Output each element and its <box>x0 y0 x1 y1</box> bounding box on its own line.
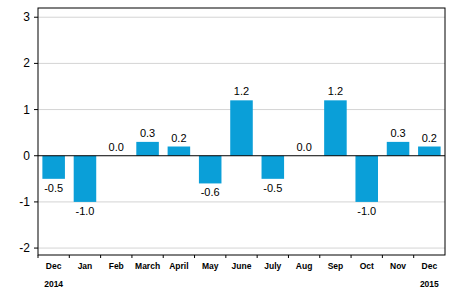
data-label: -0.6 <box>201 186 220 198</box>
zero-line <box>38 155 445 156</box>
data-label: 0.3 <box>390 127 405 139</box>
x-tick <box>288 255 289 258</box>
y-tick <box>34 155 38 156</box>
year-label: 2014 <box>44 279 63 289</box>
x-tick <box>257 255 258 258</box>
x-tick <box>69 255 70 258</box>
x-tick-label: April <box>169 261 188 271</box>
x-tick-label: Aug <box>296 261 313 271</box>
x-tick <box>163 255 164 258</box>
x-tick-label: Nov <box>390 261 406 271</box>
y-tick-label: 1 <box>23 103 30 117</box>
data-label: -0.5 <box>44 182 63 194</box>
bar <box>74 156 97 202</box>
x-tick-label: June <box>232 261 252 271</box>
chart-svg: -2 -1 0 1 2 3 -0.5 -1.0 0.0 0.3 0.2 -0.6 1.2 -0.5 0.0 1… <box>0 0 454 302</box>
grid-line <box>38 17 445 18</box>
chart-root: -2 -1 0 1 2 3 -0.5 -1.0 0.0 0.3 0.2 -0.6 1.2 -0.5 0.0 1… <box>0 0 454 302</box>
y-tick <box>34 248 38 249</box>
y-tick <box>34 201 38 202</box>
x-tick <box>413 255 414 258</box>
bar <box>355 156 378 202</box>
x-tick-label: March <box>135 261 160 271</box>
y-tick <box>34 109 38 110</box>
x-tick <box>351 255 352 258</box>
x-tick <box>38 255 39 258</box>
bar <box>168 147 191 156</box>
bar <box>324 100 347 155</box>
data-label: -0.5 <box>263 182 282 194</box>
x-tick-label: Dec <box>46 261 62 271</box>
y-tick-label: 0 <box>23 149 30 163</box>
bars <box>42 100 440 202</box>
x-tick <box>225 255 226 258</box>
y-tick <box>34 63 38 64</box>
y-tick-label: 2 <box>23 56 30 70</box>
grid-line <box>38 201 445 202</box>
x-tick-label: Feb <box>109 261 124 271</box>
x-tick <box>319 255 320 258</box>
x-tick <box>131 255 132 258</box>
grid-line <box>38 63 445 64</box>
data-label: 0.2 <box>171 132 186 144</box>
bar <box>230 100 253 155</box>
x-tick-label: July <box>264 261 281 271</box>
bar <box>199 156 222 184</box>
data-label: -1.0 <box>75 205 94 217</box>
x-tick-label: Oct <box>360 261 374 271</box>
data-label: 1.2 <box>234 85 249 97</box>
y-tick-label: -1 <box>19 195 30 209</box>
grid-line <box>38 248 445 249</box>
data-label: 0.0 <box>109 141 124 153</box>
plot-frame <box>38 8 445 255</box>
y-tick <box>34 17 38 18</box>
year-label: 2015 <box>420 279 439 289</box>
x-tick <box>382 255 383 258</box>
x-tick <box>194 255 195 258</box>
data-label: 0.2 <box>422 132 437 144</box>
bar <box>42 156 65 179</box>
x-tick-label: Sep <box>328 261 344 271</box>
x-tick-label: Dec <box>422 261 438 271</box>
x-tick-label: Jan <box>78 261 93 271</box>
data-label: 0.0 <box>296 141 311 153</box>
bar <box>262 156 285 179</box>
data-label: 0.3 <box>140 127 155 139</box>
bar <box>387 142 410 156</box>
data-label: -1.0 <box>357 205 376 217</box>
y-tick-label: 3 <box>23 10 30 24</box>
bar <box>418 147 441 156</box>
y-tick-label: -2 <box>19 241 30 255</box>
data-label: 1.2 <box>328 85 343 97</box>
bar <box>136 142 159 156</box>
x-tick <box>100 255 101 258</box>
x-tick-label: May <box>202 261 219 271</box>
